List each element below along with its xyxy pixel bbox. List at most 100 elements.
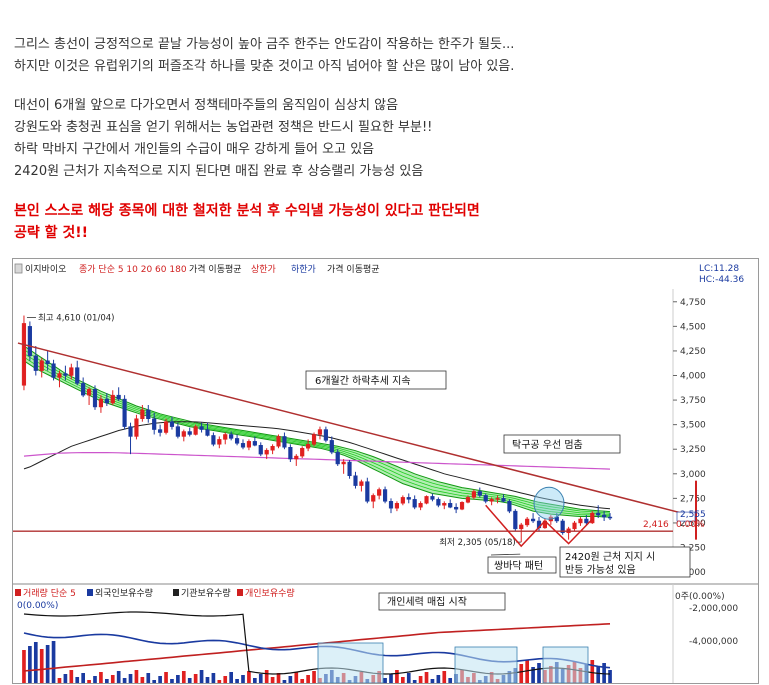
candle-body [530, 518, 536, 522]
candle-body [229, 434, 234, 439]
candle-body [152, 418, 157, 430]
y-tick-label: 2,500 [680, 519, 706, 529]
candle-body [163, 421, 169, 433]
volume-zero-label: 0주(0.00%) [675, 591, 725, 602]
candle-body [323, 429, 328, 441]
volume-bar [75, 677, 80, 683]
candle-body [377, 489, 382, 496]
candle-body [513, 510, 518, 530]
annotation-layer: 최고 4,610 (01/04) 최저 2,305 (05/18) [13, 313, 697, 556]
candle-body [311, 434, 317, 445]
candle-body [51, 363, 56, 378]
candle-body [584, 518, 589, 524]
accumulation-callout: 개인세력 매집 시작 [387, 596, 467, 608]
price-axis: 4,750 4,500 4,250 4,000 3,750 3,500 3,250 3,000… [673, 298, 706, 578]
y-tick-label: 3,750 [680, 396, 706, 406]
low-label: 최저 2,305 (05/18) [439, 537, 516, 548]
volume-left-label: 0(0.00%) [17, 601, 58, 611]
candle-body [436, 499, 441, 506]
y-tick-label: 4,250 [680, 347, 706, 357]
volume-bar [146, 673, 151, 683]
volume-bar [170, 679, 174, 683]
candle-body [57, 373, 62, 378]
candle-body [430, 496, 435, 500]
y-tick-label: 4,500 [680, 322, 706, 332]
double-bottom-line [485, 504, 593, 548]
candle-body [276, 436, 281, 447]
paragraph-line: 하지만 이것은 유럽위기의 퍼즐조각 하나를 맞춘 것이고 아직 넘어야 할 산… [14, 59, 515, 74]
candle-body [288, 447, 293, 460]
volume-bar [448, 678, 453, 683]
candle-body [92, 389, 98, 408]
volume-bar [430, 679, 435, 683]
volume-legend-swatch [15, 589, 21, 596]
accumulation-highlight-box [542, 646, 589, 683]
breakout-callout: 탁구공 우선 멈춤 [512, 439, 583, 451]
volume-bar [264, 670, 269, 683]
volume-bar [590, 660, 595, 683]
candle-body [501, 498, 506, 502]
candle-body [607, 516, 613, 519]
candle-body [306, 444, 311, 449]
candle-body [424, 496, 429, 504]
candle-body [217, 439, 222, 445]
volume-bar [294, 672, 299, 683]
candle-body [39, 360, 44, 371]
high-label: 최고 4,610 (01/04) [38, 313, 115, 324]
y-tick-label: 4,000 [680, 371, 706, 381]
ma-ribbon-line [23, 356, 611, 517]
volume-bar [45, 645, 50, 683]
volume-bar [418, 676, 423, 683]
candle-body [489, 499, 494, 502]
ma-long-line [23, 421, 611, 510]
foreign-legend-swatch [87, 589, 93, 596]
candle-body [525, 518, 530, 526]
volume-bar [412, 680, 417, 683]
candle-body [560, 520, 565, 534]
volume-bar [193, 674, 198, 683]
volume-bar [276, 673, 281, 683]
y-tick-label: 2,750 [680, 494, 706, 504]
volume-bar [99, 672, 103, 683]
candle-body [412, 499, 417, 508]
volume-bar [537, 663, 541, 683]
paragraph-line: 2420원 근처가 지속적으로 지지 된다면 매집 완료 후 상승랠리 가능성 … [14, 164, 424, 179]
volume-bar [33, 642, 38, 683]
chart-menu-icon[interactable] [14, 263, 23, 274]
downtrend-callout: 6개월간 하락추세 지속 [315, 374, 411, 387]
volume-bar [596, 667, 601, 683]
candle-body [388, 501, 394, 509]
ma-magenta-line [23, 452, 611, 470]
candle-body [471, 491, 476, 498]
candle-body [602, 514, 607, 518]
candle-body [69, 367, 74, 376]
candle-body [264, 449, 269, 455]
candle-body [146, 409, 151, 419]
candle-body [590, 512, 595, 524]
volume-bar [406, 673, 411, 683]
volume-bar [442, 671, 447, 683]
volume-bar [22, 650, 26, 683]
hc-label: HC:-44.36 [699, 275, 744, 285]
ma-ribbon-fast-line [23, 360, 610, 518]
volume-bar [525, 660, 529, 683]
foreign-legend-label: 외국인보유수량 [95, 587, 153, 599]
volume-bar [253, 678, 257, 683]
volume-bar [199, 670, 204, 683]
candle-body [223, 434, 228, 440]
breakout-callout-box [503, 434, 621, 454]
y-tick-label: 2,000 [680, 568, 706, 578]
candle-body [572, 522, 577, 530]
candle-body [98, 398, 104, 408]
lower-legend-tail: 가격 이동평균 [327, 263, 380, 275]
volume-bar [176, 675, 180, 683]
stock-name: 이지바이오 [25, 264, 66, 275]
candle-body [341, 461, 346, 465]
candle-body [63, 373, 68, 376]
candle-body [353, 475, 358, 486]
current-price-box [676, 511, 696, 522]
candle-body [246, 441, 252, 448]
volume-bar [300, 679, 305, 683]
warning-line: 본인 스스로 해당 종목에 대한 철저한 분석 후 수익낼 가능성이 있다고 판… [14, 203, 480, 219]
paragraph-line: 대선이 6개월 앞으로 다가오면서 정책테마주들의 움직임이 심상치 않음 [14, 98, 399, 113]
